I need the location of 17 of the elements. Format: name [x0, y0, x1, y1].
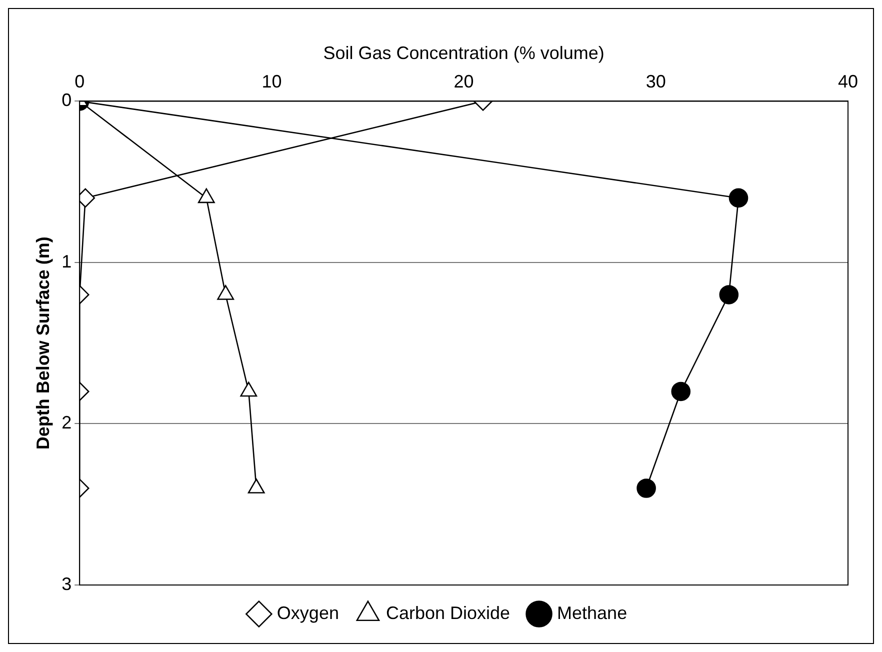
- y-tick-label: 3: [62, 574, 72, 594]
- x-tick-label: 40: [838, 71, 858, 92]
- x-axis-title: Soil Gas Concentration (% volume): [323, 42, 604, 63]
- legend-label: Carbon Dioxide: [386, 602, 510, 623]
- x-tick-label: 10: [262, 71, 282, 92]
- x-tick-label: 0: [74, 71, 85, 92]
- y-tick-label: 1: [62, 251, 72, 272]
- legend-label: Oxygen: [276, 602, 339, 623]
- point: [671, 382, 691, 402]
- y-tick-label: 2: [62, 412, 72, 433]
- y-axis-title: Depth Below Surface (m): [32, 236, 53, 450]
- x-tick-label: 30: [646, 71, 666, 92]
- point: [728, 188, 748, 208]
- x-tick-label: 20: [454, 71, 474, 92]
- y-tick-label: 0: [62, 90, 72, 110]
- point: [719, 285, 739, 304]
- legend-label: Methane: [557, 602, 628, 623]
